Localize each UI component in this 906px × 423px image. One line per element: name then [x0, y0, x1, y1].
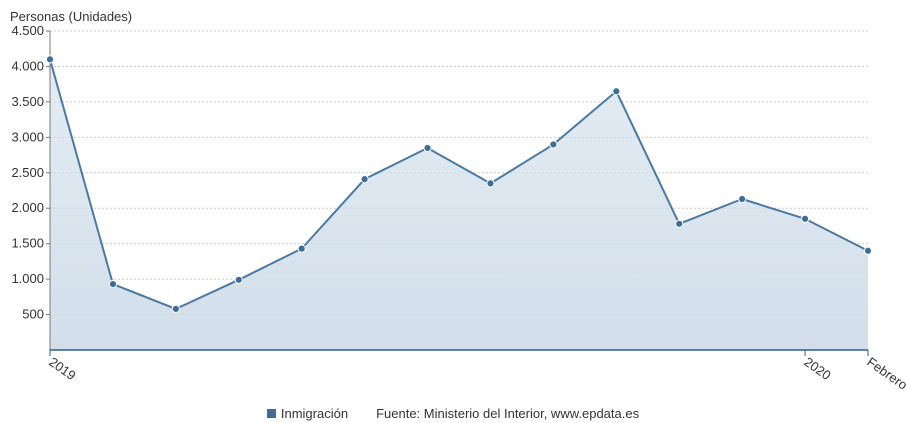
legend-swatch-icon: [266, 409, 276, 418]
data-point: [612, 87, 621, 96]
series-line: [49, 59, 869, 310]
legend: Inmigración Fuente: Ministerio del Interi…: [0, 406, 906, 421]
data-point: [171, 304, 180, 313]
data-point: [549, 140, 558, 149]
data-point: [108, 279, 118, 289]
y-tick-label: 500: [22, 307, 44, 322]
y-tick-label: 4.500: [11, 23, 44, 38]
legend-series-name[interactable]: Inmigración: [280, 406, 349, 421]
y-tick-label: 1.000: [11, 271, 44, 286]
x-tick-label: 2019: [46, 354, 78, 383]
y-axis-title: Personas (Unidades): [10, 9, 133, 24]
data-point: [297, 244, 306, 253]
x-tick-label: 2020: [801, 354, 833, 383]
x-tick-label: Febrero: [864, 354, 906, 392]
data-point: [423, 143, 432, 153]
y-tick-label: 2.000: [11, 200, 44, 215]
data-point: [863, 246, 873, 255]
data-point: [234, 275, 243, 284]
data-point: [45, 55, 55, 64]
y-tick-label: 3.000: [11, 129, 44, 144]
y-tick-label: 3.500: [11, 94, 44, 109]
y-tick-label: 2.500: [11, 165, 44, 180]
data-point: [486, 179, 495, 188]
y-tick-label: 1.500: [11, 236, 44, 251]
source-note: Fuente: Ministerio del Interior, www.epd…: [376, 406, 640, 421]
y-tick-label: 4.000: [11, 58, 44, 73]
data-point: [738, 194, 747, 204]
series-area: [50, 59, 868, 350]
data-point: [800, 214, 810, 223]
data-point: [360, 175, 369, 184]
data-point: [675, 219, 684, 228]
